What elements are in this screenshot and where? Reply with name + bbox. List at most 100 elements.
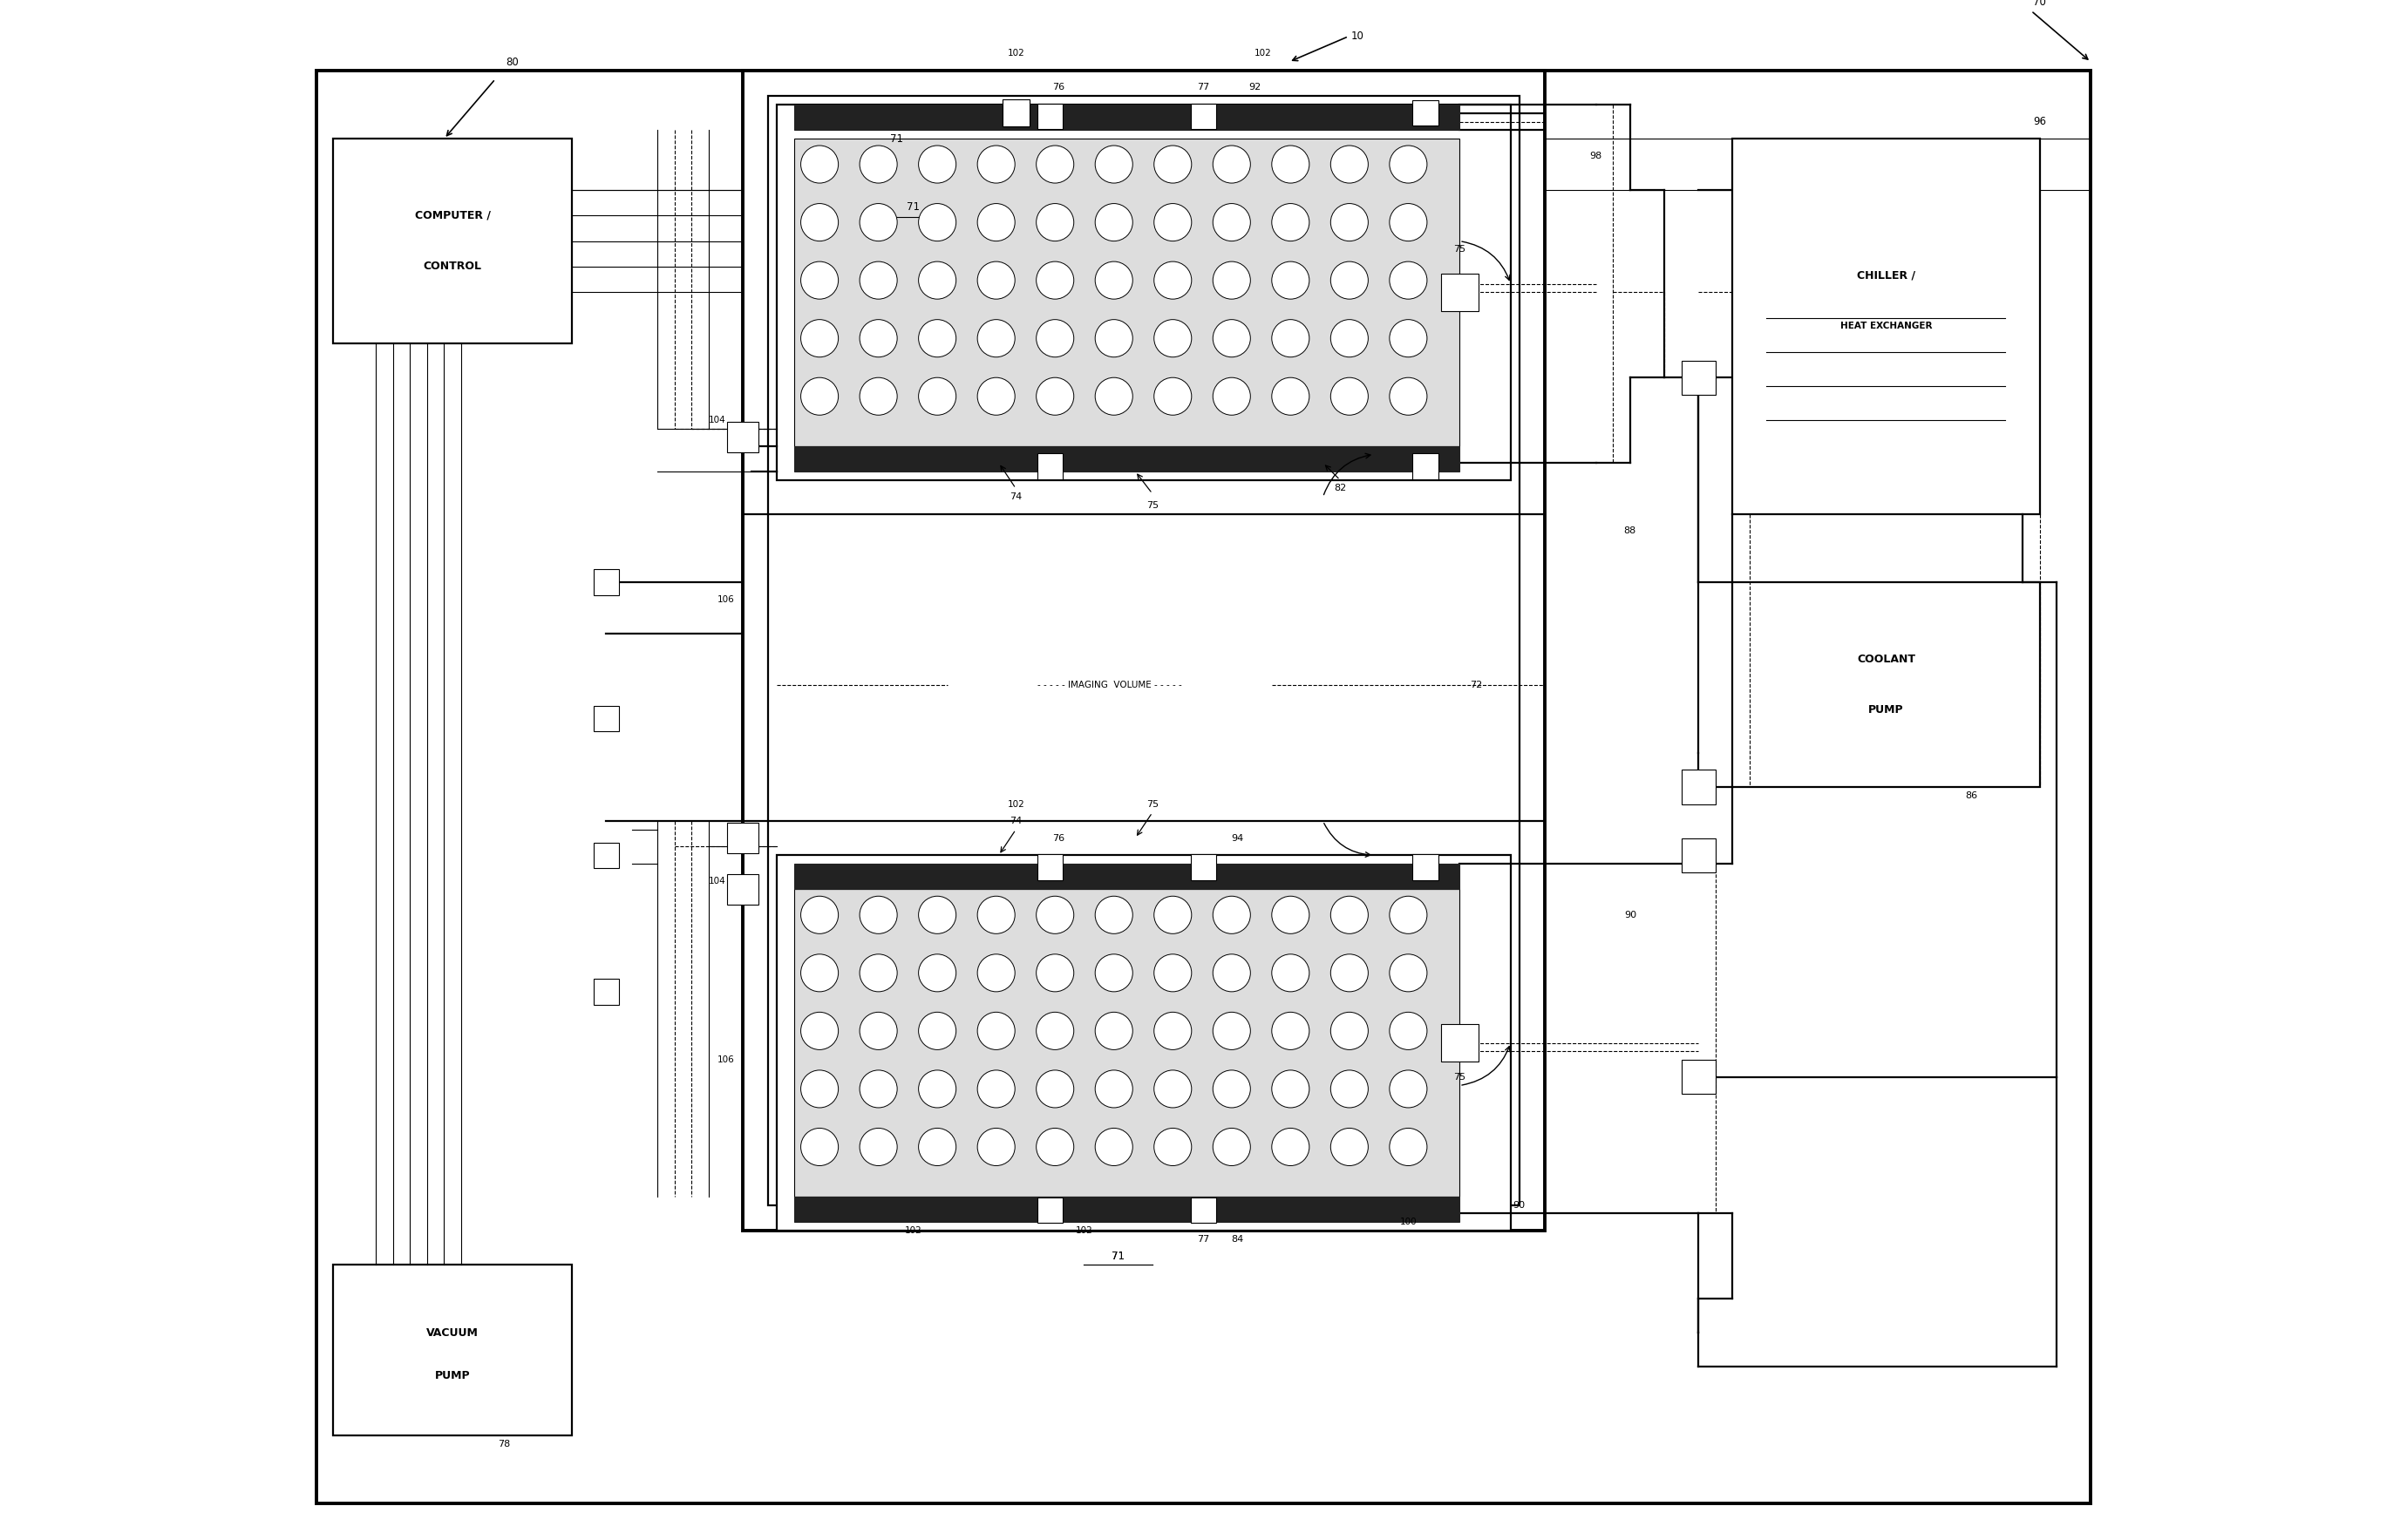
Circle shape	[1095, 896, 1134, 933]
Text: 102: 102	[1076, 1226, 1093, 1235]
Text: 78: 78	[498, 1440, 510, 1448]
Circle shape	[859, 955, 898, 992]
Circle shape	[802, 1012, 838, 1050]
Circle shape	[1389, 1012, 1427, 1050]
Circle shape	[1153, 203, 1191, 242]
Text: 74: 74	[1009, 493, 1023, 502]
Circle shape	[859, 1012, 898, 1050]
Circle shape	[1271, 146, 1309, 183]
Circle shape	[802, 377, 838, 416]
Bar	[1733, 139, 2039, 514]
Circle shape	[919, 955, 956, 992]
Circle shape	[1271, 262, 1309, 299]
Circle shape	[1095, 262, 1134, 299]
Circle shape	[1389, 955, 1427, 992]
Circle shape	[1389, 320, 1427, 357]
Circle shape	[1037, 262, 1074, 299]
Circle shape	[1271, 896, 1309, 933]
Circle shape	[977, 262, 1016, 299]
Text: 90: 90	[1625, 910, 1637, 919]
Circle shape	[1095, 320, 1134, 357]
Circle shape	[977, 955, 1016, 992]
Circle shape	[1213, 1012, 1249, 1050]
Circle shape	[1037, 320, 1074, 357]
Circle shape	[802, 146, 838, 183]
Circle shape	[1213, 203, 1249, 242]
Circle shape	[1389, 146, 1427, 183]
Circle shape	[1095, 1129, 1134, 1166]
Bar	[1442, 274, 1478, 311]
Text: 104: 104	[708, 876, 727, 885]
Circle shape	[802, 896, 838, 933]
Circle shape	[919, 1070, 956, 1107]
Text: 86: 86	[1964, 792, 1979, 799]
Circle shape	[1331, 377, 1367, 416]
Circle shape	[1331, 1070, 1367, 1107]
Bar	[1413, 855, 1437, 879]
Circle shape	[977, 1012, 1016, 1050]
Bar	[777, 105, 1512, 480]
Bar	[1037, 103, 1064, 129]
Text: 94: 94	[1232, 833, 1244, 842]
Bar	[332, 139, 573, 343]
Circle shape	[919, 262, 956, 299]
Circle shape	[1331, 1012, 1367, 1050]
Circle shape	[1153, 377, 1191, 416]
Circle shape	[802, 1129, 838, 1166]
Circle shape	[1213, 955, 1249, 992]
Circle shape	[859, 262, 898, 299]
Text: 75: 75	[1454, 1073, 1466, 1081]
Text: 72: 72	[1471, 681, 1483, 688]
Circle shape	[1331, 320, 1367, 357]
Bar	[595, 842, 619, 869]
Circle shape	[1037, 955, 1074, 992]
Circle shape	[919, 320, 956, 357]
Circle shape	[1389, 896, 1427, 933]
Circle shape	[919, 146, 956, 183]
Bar	[1733, 582, 2039, 787]
Bar	[595, 705, 619, 732]
Text: PUMP: PUMP	[436, 1371, 469, 1381]
Circle shape	[1271, 377, 1309, 416]
Circle shape	[919, 896, 956, 933]
Bar	[595, 979, 619, 1004]
Text: 106: 106	[717, 1055, 734, 1064]
Text: CONTROL: CONTROL	[424, 260, 481, 273]
Circle shape	[1331, 146, 1367, 183]
Circle shape	[802, 262, 838, 299]
Text: 74: 74	[1009, 816, 1023, 825]
Text: VACUUM: VACUUM	[426, 1327, 479, 1338]
Bar	[794, 445, 1459, 471]
Circle shape	[1271, 1070, 1309, 1107]
Text: 80: 80	[505, 57, 520, 68]
Circle shape	[1037, 1070, 1074, 1107]
Text: 102: 102	[1006, 49, 1025, 59]
Text: 75: 75	[1146, 500, 1158, 510]
Circle shape	[1331, 1129, 1367, 1166]
Bar	[794, 889, 1459, 1197]
Circle shape	[1153, 955, 1191, 992]
Bar	[1413, 100, 1437, 126]
Text: 102: 102	[1254, 49, 1271, 59]
Circle shape	[859, 203, 898, 242]
Circle shape	[1213, 1129, 1249, 1166]
Circle shape	[1213, 896, 1249, 933]
Bar	[1037, 453, 1064, 479]
Text: 75: 75	[1146, 799, 1158, 808]
Bar	[1682, 1060, 1716, 1093]
Circle shape	[919, 1012, 956, 1050]
Circle shape	[1153, 1070, 1191, 1107]
Circle shape	[1153, 1129, 1191, 1166]
Bar	[777, 855, 1512, 1230]
Circle shape	[977, 896, 1016, 933]
Bar	[794, 864, 1459, 889]
Circle shape	[1331, 955, 1367, 992]
Bar	[1001, 100, 1030, 126]
Text: 70: 70	[2034, 0, 2046, 8]
Bar	[1037, 855, 1064, 879]
Circle shape	[1213, 377, 1249, 416]
Bar	[1442, 1024, 1478, 1061]
Text: 10: 10	[1350, 31, 1362, 42]
Bar	[1037, 1197, 1064, 1223]
Circle shape	[1213, 146, 1249, 183]
